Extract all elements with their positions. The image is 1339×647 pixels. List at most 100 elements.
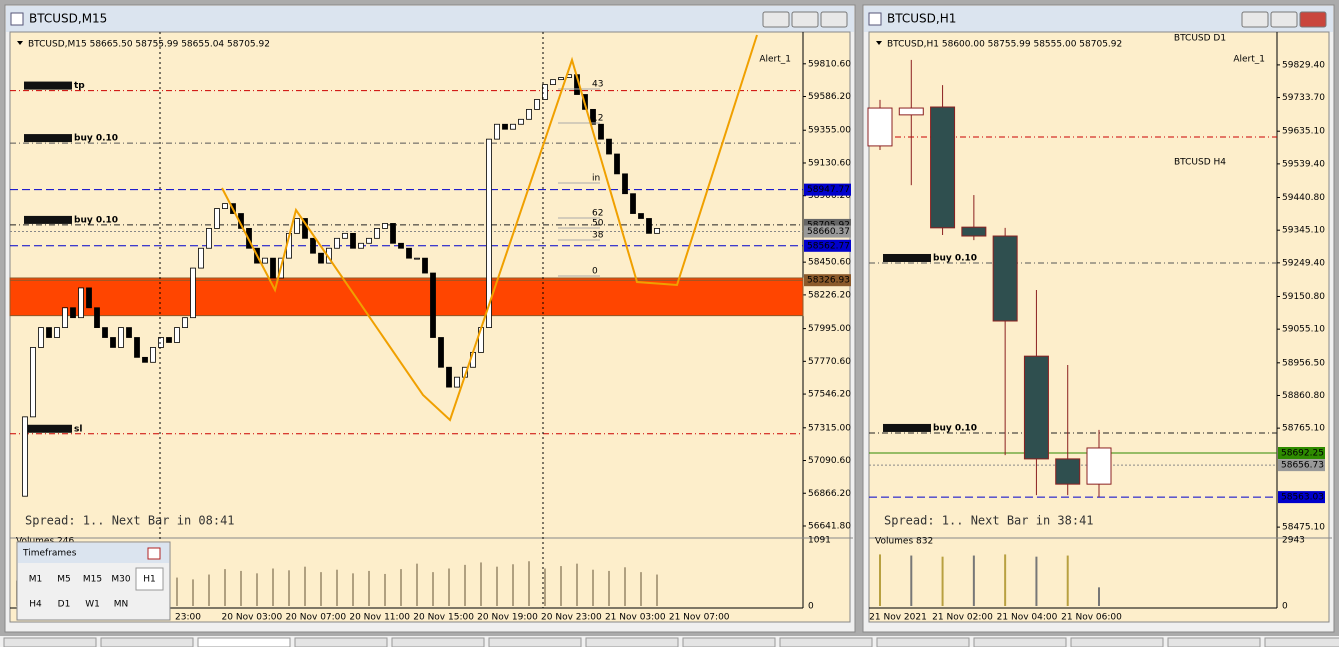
tab[interactable] bbox=[100, 637, 194, 647]
candle-body bbox=[382, 223, 388, 229]
overlay-label: BTCUSD D1 bbox=[1174, 34, 1226, 44]
overlay-label: BTCUSD H4 bbox=[1174, 158, 1226, 168]
y-tick-label: 57770.60 bbox=[808, 357, 851, 367]
y-tick-label: 58906.20 bbox=[808, 191, 851, 201]
candle-body bbox=[438, 337, 444, 368]
candle-body bbox=[961, 226, 987, 237]
x-tick-label: 20 Nov 15:00 bbox=[413, 613, 474, 623]
y-tick-label: 58860.80 bbox=[1282, 391, 1325, 401]
candle-body bbox=[502, 123, 508, 130]
y-tick-label: 59829.40 bbox=[1282, 60, 1325, 70]
candle-body bbox=[270, 257, 276, 279]
timeframe-button[interactable] bbox=[50, 568, 78, 590]
price-tag bbox=[1278, 447, 1325, 460]
window-button[interactable] bbox=[820, 11, 848, 28]
window-button[interactable] bbox=[762, 11, 790, 28]
chart-window: BTCUSD,M15 59810.60 59586.20 59355.00 59130.… bbox=[4, 4, 856, 633]
candle-body bbox=[510, 123, 516, 130]
x-tick-label: 21 Nov 06:00 bbox=[1061, 613, 1122, 623]
y-tick-label: 58226.20 bbox=[808, 290, 851, 300]
redaction bbox=[883, 423, 931, 432]
tab[interactable] bbox=[876, 637, 970, 647]
tab[interactable] bbox=[1167, 637, 1261, 647]
status-text: Spread: 1.. Next Bar in 38:41 bbox=[884, 514, 1094, 528]
tab[interactable] bbox=[3, 637, 97, 647]
redaction bbox=[24, 424, 72, 433]
candle-body bbox=[550, 79, 556, 85]
timeframe-button[interactable] bbox=[79, 568, 106, 590]
candle-body bbox=[214, 208, 220, 229]
timeframe-button[interactable] bbox=[50, 593, 78, 615]
candle-body bbox=[94, 307, 100, 328]
candle-body bbox=[350, 232, 356, 249]
candle-body bbox=[318, 252, 324, 264]
candle-body bbox=[174, 327, 180, 343]
fib-label: 12 bbox=[592, 114, 603, 124]
candle-body bbox=[1055, 458, 1081, 485]
price-tag-label: 58947.77 bbox=[807, 185, 850, 195]
window-button[interactable] bbox=[1270, 11, 1298, 28]
price-tag bbox=[804, 239, 851, 252]
timeframe-label[interactable]: M30 bbox=[111, 575, 130, 585]
tab[interactable] bbox=[585, 637, 679, 647]
timeframe-label[interactable]: H1 bbox=[143, 575, 156, 585]
timeframe-button[interactable] bbox=[79, 593, 106, 615]
volume-tick-label: 2943 bbox=[1282, 536, 1305, 546]
candle-body bbox=[654, 228, 660, 234]
y-tick-label: 59345.10 bbox=[1282, 226, 1325, 236]
timeframe-label[interactable]: M15 bbox=[83, 575, 102, 585]
level-label: buy 0.10 bbox=[74, 215, 118, 225]
y-tick-label: 58450.60 bbox=[808, 258, 851, 268]
price-tag bbox=[804, 183, 851, 196]
candle-body bbox=[930, 106, 956, 229]
candle-body bbox=[30, 347, 36, 418]
tab[interactable] bbox=[391, 637, 485, 647]
zone bbox=[9, 277, 804, 317]
timeframe-label[interactable]: MN bbox=[114, 600, 129, 610]
window-icon bbox=[10, 12, 24, 26]
x-tick-label: 20 Nov 11:00 bbox=[349, 613, 410, 623]
tab[interactable] bbox=[779, 637, 873, 647]
timeframe-label[interactable]: M1 bbox=[29, 575, 43, 585]
tab[interactable] bbox=[294, 637, 388, 647]
y-tick-label: 59539.40 bbox=[1282, 159, 1325, 169]
price-tag-label: 58656.73 bbox=[1281, 461, 1324, 471]
timeframe-button[interactable] bbox=[107, 568, 135, 590]
window-title: BTCUSD,M15 bbox=[29, 12, 107, 26]
tab[interactable] bbox=[1264, 637, 1339, 647]
redaction bbox=[883, 253, 931, 262]
tab[interactable] bbox=[1070, 637, 1164, 647]
panel-close[interactable] bbox=[147, 547, 161, 560]
window-button[interactable] bbox=[1241, 11, 1269, 28]
window-button[interactable] bbox=[791, 11, 819, 28]
timeframe-label[interactable]: W1 bbox=[85, 600, 100, 610]
candle-body bbox=[867, 107, 893, 147]
timeframe-label[interactable]: H4 bbox=[29, 600, 42, 610]
y-tick-label: 56866.20 bbox=[808, 489, 851, 499]
timeframe-button[interactable] bbox=[22, 593, 49, 615]
candle-body bbox=[358, 242, 364, 249]
timeframe-label[interactable]: D1 bbox=[58, 600, 71, 610]
tab[interactable] bbox=[197, 637, 291, 647]
candle-body bbox=[366, 237, 372, 244]
candle-body bbox=[446, 366, 452, 388]
timeframe-button[interactable] bbox=[135, 567, 164, 591]
tab[interactable] bbox=[973, 637, 1067, 647]
y-tick-label: 57315.00 bbox=[808, 423, 851, 433]
candle-body bbox=[646, 218, 652, 234]
window-title: BTCUSD,H1 bbox=[887, 12, 956, 26]
timeframe-label[interactable]: M5 bbox=[57, 575, 71, 585]
candle-body bbox=[630, 193, 636, 214]
timeframe-button[interactable] bbox=[107, 593, 135, 615]
candle-body bbox=[590, 108, 596, 125]
fib-label: 62 bbox=[592, 209, 603, 219]
window-button[interactable] bbox=[1299, 11, 1327, 28]
x-tick-label: 21 Nov 04:00 bbox=[997, 613, 1058, 623]
tab[interactable] bbox=[488, 637, 582, 647]
tab[interactable] bbox=[682, 637, 776, 647]
candle-body bbox=[606, 138, 612, 155]
fib-label: 38 bbox=[592, 231, 604, 241]
timeframe-button[interactable] bbox=[22, 568, 49, 590]
candle-body bbox=[54, 327, 60, 338]
